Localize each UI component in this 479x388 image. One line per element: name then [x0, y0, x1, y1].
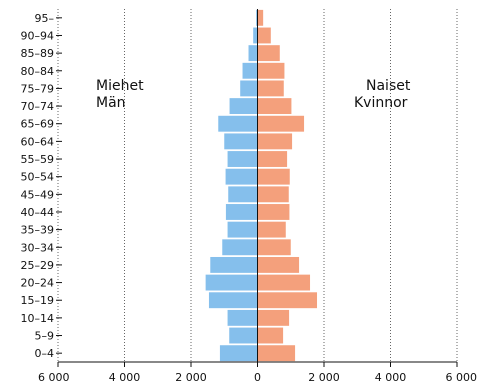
bar-male-5–9	[229, 327, 258, 344]
bar-male-55–59	[227, 151, 258, 167]
bar-male-10–14	[227, 309, 258, 326]
axes	[57, 9, 458, 367]
bar-female-70–74	[257, 98, 292, 115]
bar-male-75–79	[240, 80, 258, 97]
bar-male-85–89	[248, 45, 258, 62]
grid-lines	[57, 9, 458, 362]
bar-female-80–84	[257, 62, 285, 79]
x-tick-label: 2 000	[308, 371, 340, 384]
age-group-label: 65–69	[21, 118, 55, 131]
age-group-label: 45–49	[21, 188, 55, 201]
age-group-label: 40–44	[21, 206, 55, 219]
bar-male-0–4	[219, 345, 258, 362]
bar-male-95–	[256, 9, 258, 26]
age-group-label: 60–64	[21, 135, 55, 148]
bar-male-90–94	[253, 27, 258, 44]
group-labels: Miehet Män Naiset Kvinnor	[96, 78, 411, 111]
bar-female-45–49	[257, 186, 289, 203]
bar-male-70–74	[229, 98, 258, 115]
bar-female-95–	[257, 9, 264, 26]
bar-male-50–54	[225, 168, 258, 185]
bar-male-65–69	[218, 115, 258, 132]
bar-female-0–4	[257, 345, 296, 362]
y-tick-labels: 0–4 5–9 10–14 15–19 20–24 25–29 30–34 35–39 40–4…	[21, 12, 62, 360]
bar-male-45–49	[228, 186, 258, 203]
left-group-label-line2: Män	[96, 95, 126, 111]
bar-male-25–29	[210, 256, 258, 273]
bars	[205, 9, 318, 362]
age-group-label: 20–24	[21, 277, 55, 290]
age-group-label: 30–34	[21, 241, 55, 254]
bar-female-55–59	[257, 151, 288, 167]
x-tick-label: 6 000	[446, 371, 478, 384]
bar-male-15–19	[208, 292, 258, 309]
age-group-label: 5–9	[35, 330, 55, 343]
age-group-label: 75–79	[21, 82, 55, 95]
bar-male-35–39	[227, 221, 258, 238]
age-group-label: 85–89	[21, 47, 55, 60]
age-group-label: 35–39	[21, 224, 55, 237]
x-tick-labels: 6 000 4 000 2 000 0 2 000 4 000 6 000	[38, 371, 477, 384]
age-group-label: 90–94	[21, 29, 55, 42]
x-tick-label: 2 000	[175, 371, 207, 384]
age-group-label: 10–14	[21, 312, 55, 325]
bar-female-75–79	[257, 80, 284, 97]
right-group-label-line2: Kvinnor	[354, 95, 408, 111]
right-group-label-line1: Naiset	[366, 78, 411, 94]
x-tick-label: 0	[254, 371, 261, 384]
x-tick-label: 6 000	[38, 371, 70, 384]
bar-female-30–34	[257, 239, 291, 256]
age-group-label: 50–54	[21, 171, 55, 184]
age-group-label: 0–4	[35, 347, 55, 360]
bar-female-65–69	[257, 115, 305, 132]
age-group-label: 95–	[35, 12, 55, 25]
bar-female-50–54	[257, 168, 290, 185]
bar-female-35–39	[257, 221, 286, 238]
bar-female-25–29	[257, 256, 300, 273]
bar-male-40–44	[225, 204, 258, 220]
bar-male-20–24	[205, 274, 258, 291]
bar-female-40–44	[257, 204, 290, 220]
bar-female-15–19	[257, 292, 318, 309]
bar-male-30–34	[222, 239, 258, 256]
age-group-label: 55–59	[21, 153, 55, 166]
bar-male-80–84	[242, 62, 258, 79]
bar-female-90–94	[257, 27, 271, 44]
age-group-label: 70–74	[21, 100, 55, 113]
age-group-label: 15–19	[21, 294, 55, 307]
age-group-label: 25–29	[21, 259, 55, 272]
bar-female-5–9	[257, 327, 284, 344]
bar-female-60–64	[257, 133, 293, 150]
bar-female-10–14	[257, 309, 290, 326]
age-group-label: 80–84	[21, 65, 55, 78]
x-tick-label: 4 000	[375, 371, 407, 384]
x-tick-label: 4 000	[109, 371, 141, 384]
left-group-label-line1: Miehet	[96, 78, 144, 94]
bar-female-85–89	[257, 45, 280, 62]
bar-male-60–64	[224, 133, 258, 150]
bar-female-20–24	[257, 274, 311, 291]
